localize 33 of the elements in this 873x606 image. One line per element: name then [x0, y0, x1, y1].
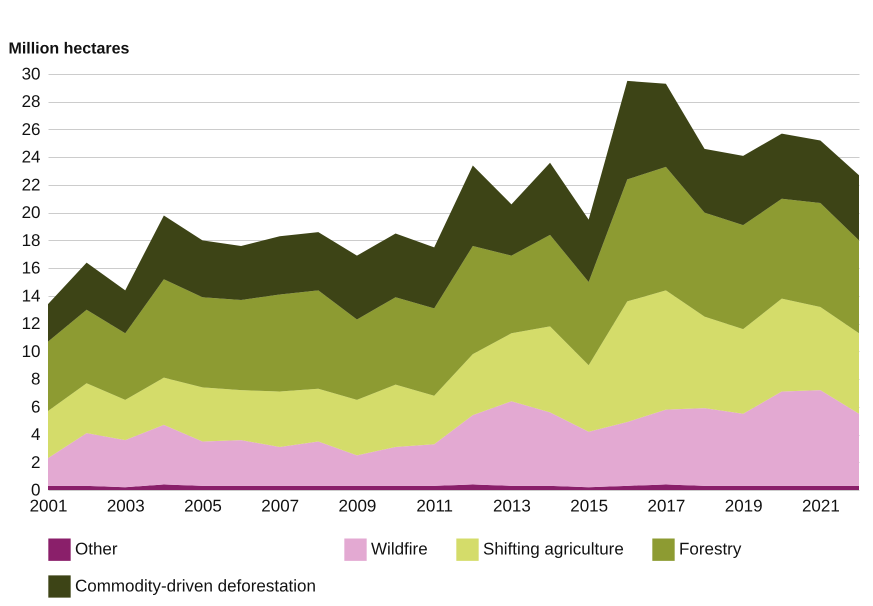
x-tick-label: 2019	[724, 496, 763, 516]
y-tick-label: 8	[31, 370, 40, 389]
y-tick-label: 16	[22, 258, 40, 278]
x-tick-label: 2017	[647, 496, 686, 516]
x-tick-label: 2003	[106, 496, 145, 516]
x-tick-label: 2013	[493, 496, 531, 516]
y-tick-label: 22	[22, 175, 40, 194]
x-tick-label: 2009	[338, 496, 376, 516]
y-tick-label: 4	[31, 425, 40, 444]
legend-label: Forestry	[679, 540, 742, 559]
y-tick-label: 0	[31, 480, 40, 500]
legend-label: Other	[75, 540, 118, 559]
y-tick-label: 14	[22, 286, 40, 306]
legend-label: Shifting agriculture	[483, 540, 624, 559]
y-tick-label: 18	[22, 230, 40, 250]
x-tick-label: 2007	[261, 496, 300, 516]
y-tick-label: 28	[22, 92, 40, 112]
y-tick-label: 24	[22, 148, 40, 167]
y-tick-label: 30	[22, 64, 40, 84]
y-tick-label: 2	[31, 452, 40, 472]
y-tick-label: 12	[22, 314, 40, 334]
x-tick-label: 2011	[416, 496, 453, 516]
y-tick-label: 10	[22, 342, 40, 361]
legend-label: Wildfire	[371, 540, 428, 559]
y-tick-label: 26	[22, 120, 40, 139]
x-tick-label: 2015	[570, 496, 608, 516]
y-tick-label: 20	[22, 203, 40, 222]
y-tick-label: 6	[31, 397, 40, 416]
x-tick-label: 2021	[802, 496, 840, 516]
y-axis-title: Million hectares	[8, 40, 130, 58]
legend-label: Commodity-driven deforestation	[75, 576, 316, 596]
x-tick-label: 2005	[184, 496, 222, 516]
x-tick-label: 2001	[30, 496, 68, 516]
